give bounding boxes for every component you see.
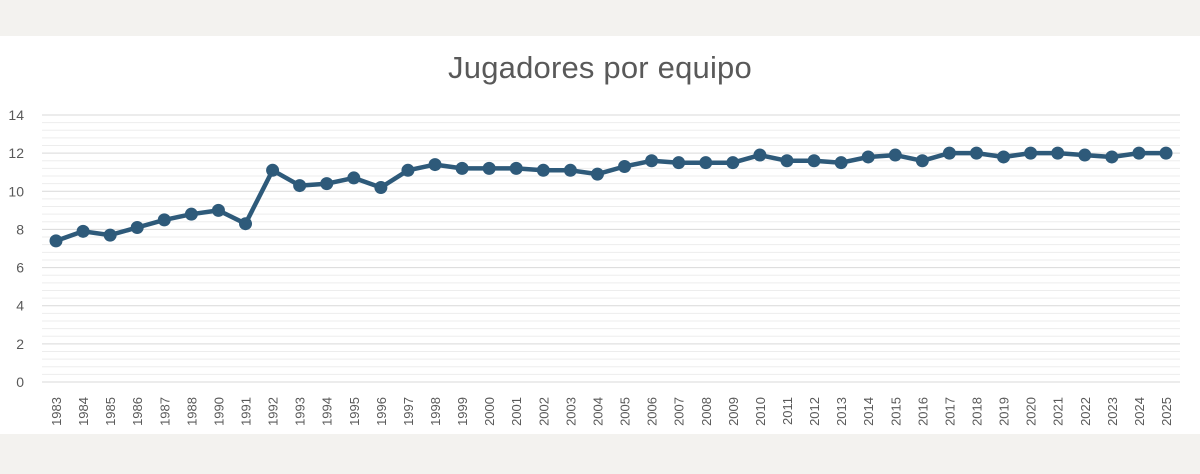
y-tick-label: 8 [16, 221, 24, 237]
chart-panel [0, 36, 1200, 434]
x-tick-label: 2006 [645, 397, 660, 426]
data-point [1132, 146, 1146, 160]
x-tick-label: 2007 [672, 397, 687, 426]
x-tick-label: 2005 [618, 397, 633, 426]
x-tick-label: 2019 [997, 397, 1012, 426]
x-tick-label: 2017 [942, 397, 957, 426]
data-point [455, 161, 469, 175]
x-tick-label: 1987 [157, 397, 172, 426]
data-point [1024, 146, 1038, 160]
series-line [53, 150, 1169, 244]
x-tick-label: 1984 [76, 397, 91, 426]
y-tick-label: 14 [8, 107, 24, 123]
x-tick-label: 1994 [320, 397, 335, 426]
x-tick-label: 2020 [1024, 397, 1039, 426]
x-tick-label: 2013 [834, 397, 849, 426]
data-point [807, 154, 821, 168]
chart-title: Jugadores por equipo [448, 50, 752, 85]
x-tick-label: 2025 [1159, 397, 1174, 426]
x-tick-label: 1993 [293, 397, 308, 426]
x-tick-label: 1983 [49, 397, 64, 426]
data-point [401, 163, 415, 177]
x-tick-label: 2008 [699, 397, 714, 426]
y-tick-label: 2 [16, 336, 24, 352]
y-tick-label: 6 [16, 260, 24, 276]
x-tick-label: 2010 [753, 397, 768, 426]
data-point [157, 213, 171, 227]
y-tick-label: 0 [16, 374, 24, 390]
data-point [1105, 150, 1119, 164]
data-point [969, 146, 983, 160]
x-tick-label: 1999 [455, 397, 470, 426]
data-point [915, 154, 929, 168]
data-point [780, 154, 794, 168]
x-tick-label: 1997 [401, 397, 416, 426]
y-tick-label: 4 [16, 298, 24, 314]
data-point [49, 234, 63, 248]
x-tick-label: 1985 [103, 397, 118, 426]
data-point [103, 228, 117, 242]
y-tick-label: 12 [8, 145, 24, 161]
data-point [184, 207, 198, 221]
data-point [645, 154, 659, 168]
x-tick-label: 1988 [184, 397, 199, 426]
x-tick-label: 2003 [563, 397, 578, 426]
x-tick-label: 2011 [780, 397, 795, 425]
x-tick-label: 1991 [239, 397, 254, 426]
x-tick-label: 1986 [130, 397, 145, 426]
data-point [997, 150, 1011, 164]
data-point [347, 171, 361, 185]
x-tick-label: 2016 [915, 397, 930, 426]
data-point [699, 156, 713, 170]
x-tick-label: 2012 [807, 397, 822, 426]
data-point [293, 179, 307, 193]
data-point [563, 163, 577, 177]
x-tick-label: 2000 [482, 397, 497, 426]
data-point [590, 167, 604, 181]
x-tick-label: 1995 [347, 397, 362, 426]
data-point [536, 163, 550, 177]
data-point [130, 221, 144, 235]
data-point [618, 159, 632, 173]
x-tick-label: 2015 [888, 397, 903, 426]
data-point [861, 150, 875, 164]
x-tick-label: 1992 [266, 397, 281, 426]
data-point [1078, 148, 1092, 162]
x-tick-label: 2014 [861, 397, 876, 426]
data-point [672, 156, 686, 170]
x-tick-label: 2023 [1105, 397, 1120, 426]
data-point [834, 156, 848, 170]
y-tick-label: 10 [8, 183, 24, 199]
data-point [1159, 146, 1173, 160]
data-point [76, 224, 90, 238]
x-tick-label: 2018 [969, 397, 984, 426]
x-tick-label: 2022 [1078, 397, 1093, 426]
data-point [428, 158, 442, 172]
data-point [266, 163, 280, 177]
x-tick-label: 1990 [211, 397, 226, 426]
x-tick-label: 2002 [536, 397, 551, 426]
data-point [320, 177, 334, 191]
data-point [942, 146, 956, 160]
x-tick-label: 2024 [1132, 397, 1147, 426]
data-point [211, 203, 225, 217]
data-point [888, 148, 902, 162]
x-tick-label: 2021 [1051, 397, 1066, 426]
x-tick-label: 2001 [509, 397, 524, 426]
data-point [726, 156, 740, 170]
data-point [482, 161, 496, 175]
data-point [753, 148, 767, 162]
x-tick-label: 1996 [374, 397, 389, 426]
data-point [509, 161, 523, 175]
data-point [239, 217, 253, 231]
x-tick-label: 2004 [590, 397, 605, 426]
data-point [1051, 146, 1065, 160]
data-point [374, 180, 388, 194]
x-tick-label: 2009 [726, 397, 741, 426]
x-tick-label: 1998 [428, 397, 443, 426]
